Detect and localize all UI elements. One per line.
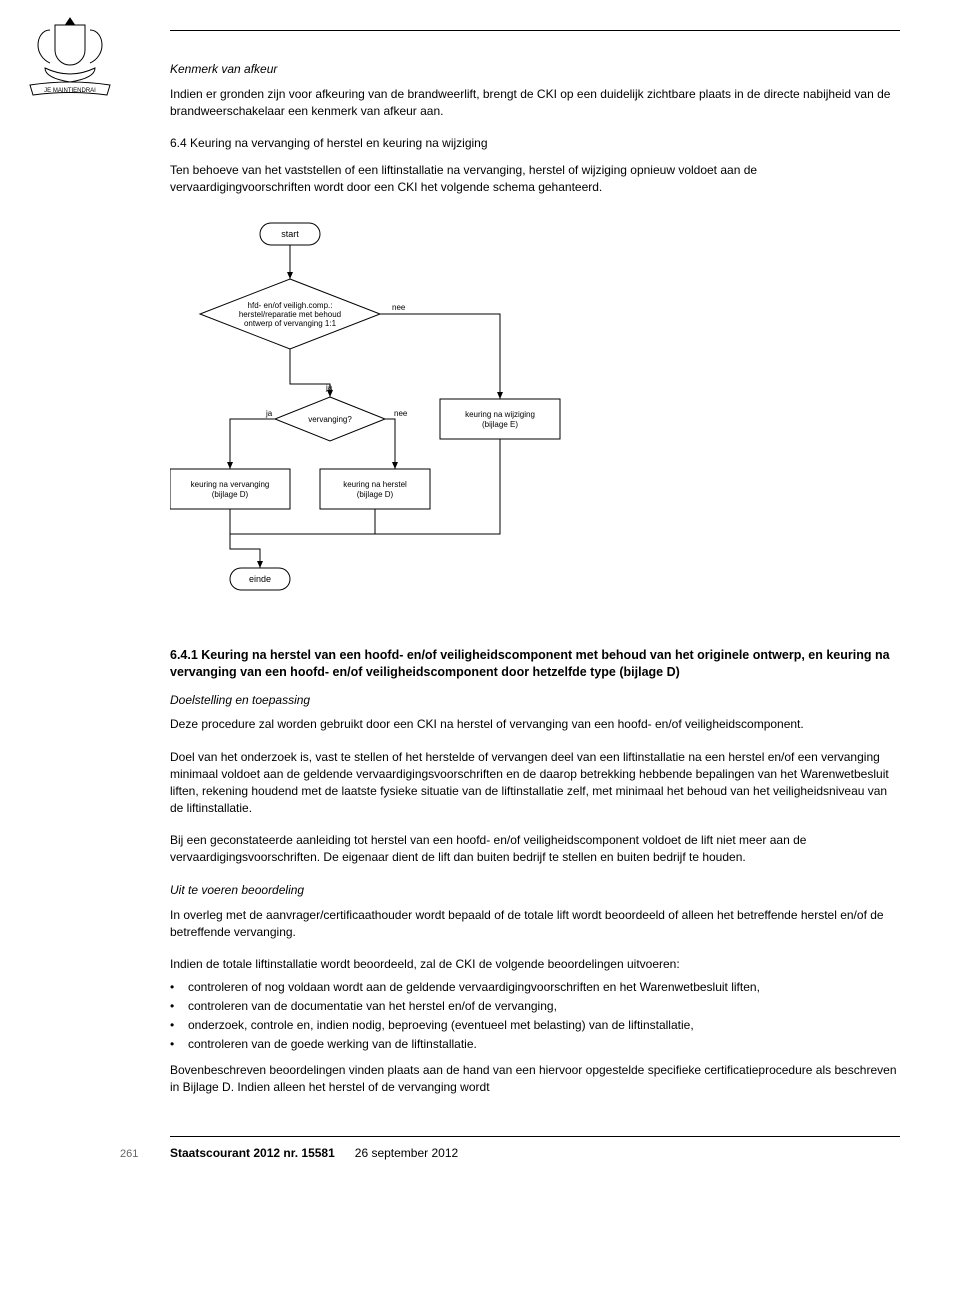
svg-text:start: start bbox=[281, 229, 299, 239]
para-closing: Bovenbeschreven beoordelingen vinden pla… bbox=[170, 1062, 900, 1096]
bullet-symbol: • bbox=[170, 998, 188, 1015]
para-uitvoeren-1: In overleg met de aanvrager/certificaath… bbox=[170, 907, 900, 941]
bullet-item: •controleren van de documentatie van het… bbox=[170, 998, 900, 1015]
heading-6-4: 6.4 Keuring na vervanging of herstel en … bbox=[170, 135, 900, 152]
svg-text:vervanging?: vervanging? bbox=[308, 415, 352, 424]
svg-text:einde: einde bbox=[249, 574, 271, 584]
svg-text:keuring na herstel: keuring na herstel bbox=[343, 480, 407, 489]
bullet-symbol: • bbox=[170, 1036, 188, 1053]
bullet-list: •controleren of nog voldaan wordt aan de… bbox=[170, 979, 900, 1052]
bullet-text: controleren of nog voldaan wordt aan de … bbox=[188, 979, 900, 996]
svg-text:(bijlage D): (bijlage D) bbox=[212, 490, 249, 499]
para-doelstelling-2: Doel van het onderzoek is, vast te stell… bbox=[170, 749, 900, 816]
para-bullets-intro: Indien de totale liftinstallatie wordt b… bbox=[170, 956, 900, 973]
bullet-text: onderzoek, controle en, indien nodig, be… bbox=[188, 1017, 900, 1034]
crest-banner-text: JE MAINTIENDRAI bbox=[44, 88, 96, 94]
top-rule bbox=[170, 30, 900, 31]
svg-text:nee: nee bbox=[394, 409, 408, 418]
para-doelstelling-3: Bij een geconstateerde aanleiding tot he… bbox=[170, 832, 900, 866]
bullet-item: •onderzoek, controle en, indien nodig, b… bbox=[170, 1017, 900, 1034]
para-6-4-intro: Ten behoeve van het vaststellen of een l… bbox=[170, 162, 900, 196]
crest-logo: JE MAINTIENDRAI bbox=[15, 10, 125, 110]
para-kenmerk: Indien er gronden zijn voor afkeuring va… bbox=[170, 86, 900, 120]
bullet-item: •controleren van de goede werking van de… bbox=[170, 1036, 900, 1053]
subheading-uitvoeren: Uit te voeren beoordeling bbox=[170, 882, 900, 899]
para-doelstelling-1: Deze procedure zal worden gebruikt door … bbox=[170, 716, 900, 733]
footer-date: 26 september 2012 bbox=[355, 1145, 458, 1162]
subheading-doelstelling: Doelstelling en toepassing bbox=[170, 692, 900, 709]
page-footer: 261 Staatscourant 2012 nr. 15581 26 sept… bbox=[170, 1136, 900, 1162]
svg-text:keuring na wijziging: keuring na wijziging bbox=[465, 410, 535, 419]
svg-text:herstel/reparatie met behoud: herstel/reparatie met behoud bbox=[239, 310, 341, 319]
heading-kenmerk: Kenmerk van afkeur bbox=[170, 61, 900, 78]
svg-text:ontwerp of vervanging 1:1: ontwerp of vervanging 1:1 bbox=[244, 319, 337, 328]
footer-publication: Staatscourant 2012 nr. 15581 bbox=[170, 1145, 335, 1162]
bullet-text: controleren van de goede werking van de … bbox=[188, 1036, 900, 1053]
svg-text:ja: ja bbox=[265, 409, 273, 418]
bullet-symbol: • bbox=[170, 1017, 188, 1034]
svg-text:keuring na vervanging: keuring na vervanging bbox=[191, 480, 270, 489]
heading-6-4-1: 6.4.1 Keuring na herstel van een hoofd- … bbox=[170, 647, 900, 682]
svg-text:nee: nee bbox=[392, 303, 406, 312]
flowchart-6-4: start hfd- en/of veiligh.comp.:herstel/re… bbox=[170, 214, 900, 619]
footer-page-number: 261 bbox=[120, 1147, 170, 1162]
document-body: Kenmerk van afkeur Indien er gronden zij… bbox=[170, 61, 900, 1162]
svg-text:ja: ja bbox=[325, 383, 333, 392]
svg-text:hfd- en/of veiligh.comp.:: hfd- en/of veiligh.comp.: bbox=[248, 301, 333, 310]
svg-text:(bijlage D): (bijlage D) bbox=[357, 490, 394, 499]
bullet-text: controleren van de documentatie van het … bbox=[188, 998, 900, 1015]
svg-text:(bijlage E): (bijlage E) bbox=[482, 420, 518, 429]
bullet-symbol: • bbox=[170, 979, 188, 996]
bullet-item: •controleren of nog voldaan wordt aan de… bbox=[170, 979, 900, 996]
